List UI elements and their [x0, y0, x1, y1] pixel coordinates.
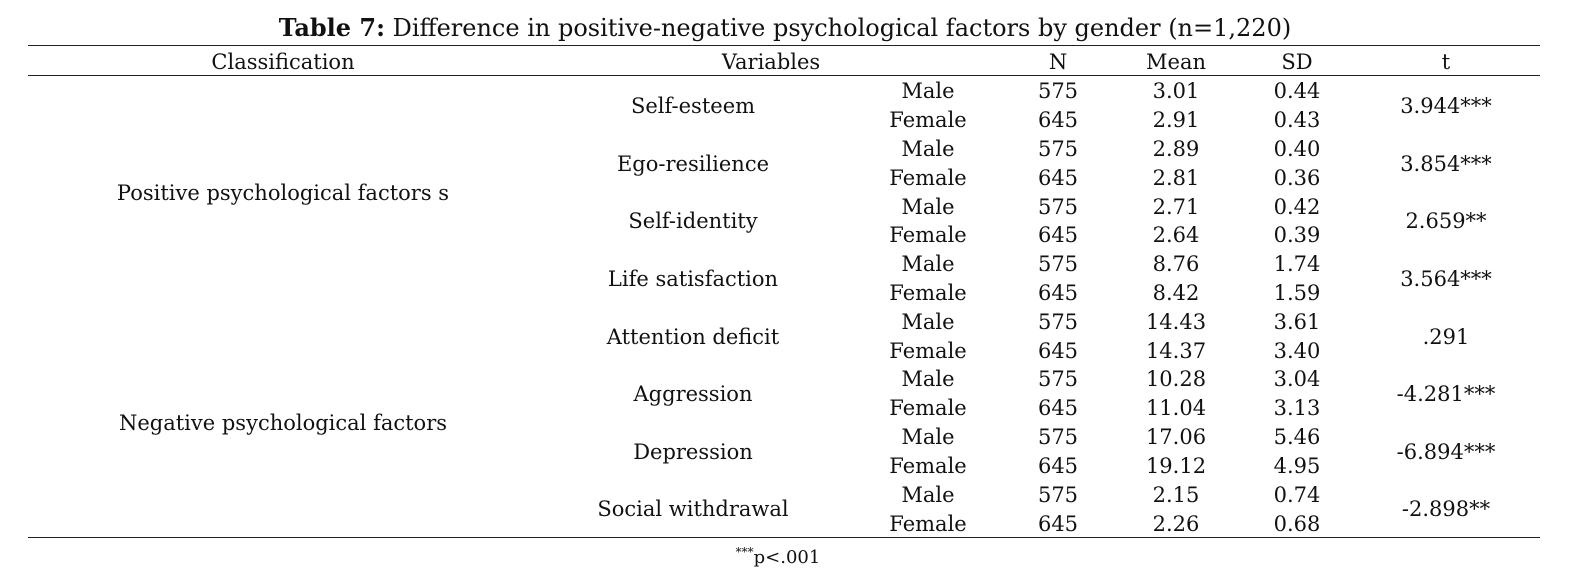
gender-cell: Male: [901, 252, 955, 276]
mean-cell: 2.26: [1152, 512, 1200, 536]
t-value: 3.564***: [1400, 267, 1492, 291]
header-n: N: [1048, 50, 1068, 74]
footnote-stars: ***: [735, 545, 754, 559]
sd-cell: 1.59: [1273, 281, 1321, 305]
n-cell: 575: [1037, 252, 1079, 276]
gender-cell: Male: [901, 483, 955, 507]
sd-cell: 0.68: [1273, 512, 1321, 536]
mean-cell: 19.12: [1145, 454, 1207, 478]
mean-cell: 2.89: [1152, 137, 1200, 161]
gender-cell: Female: [889, 281, 967, 305]
table-top-rule: [28, 45, 1540, 46]
group-negative-label: Negative psychological factors: [118, 411, 448, 435]
variable-name: Social withdrawal: [597, 497, 789, 521]
mean-cell: 10.28: [1145, 367, 1207, 391]
gender-cell: Female: [889, 454, 967, 478]
variable-name: Self-esteem: [630, 94, 756, 118]
mean-cell: 3.01: [1152, 79, 1200, 103]
t-value: 3.854***: [1400, 152, 1492, 176]
header-mean: Mean: [1146, 50, 1206, 74]
gender-cell: Female: [889, 223, 967, 247]
gender-cell: Female: [889, 339, 967, 363]
header-sd: SD: [1281, 50, 1313, 74]
n-cell: 575: [1037, 367, 1079, 391]
gender-cell: Male: [901, 367, 955, 391]
table-header-rule: [28, 75, 1540, 76]
footnote-text: p<.001: [753, 547, 821, 568]
sd-cell: 5.46: [1273, 425, 1321, 449]
variable-name: Aggression: [633, 382, 753, 406]
table-number: Table 7:: [278, 13, 385, 42]
gender-cell: Female: [889, 166, 967, 190]
table-bottom-rule: [28, 537, 1540, 538]
n-cell: 645: [1037, 512, 1079, 536]
sd-cell: 4.95: [1273, 454, 1321, 478]
n-cell: 645: [1037, 223, 1079, 247]
mean-cell: 2.71: [1152, 195, 1200, 219]
t-value: -4.281***: [1396, 382, 1496, 406]
n-cell: 575: [1037, 425, 1079, 449]
gender-cell: Female: [889, 396, 967, 420]
variable-name: Ego-resilience: [616, 152, 770, 176]
mean-cell: 2.15: [1152, 483, 1200, 507]
n-cell: 645: [1037, 339, 1079, 363]
gender-cell: Male: [901, 310, 955, 334]
header-classification: Classification: [211, 50, 355, 74]
header-variables: Variables: [721, 50, 821, 74]
sd-cell: 3.04: [1273, 367, 1321, 391]
mean-cell: 8.76: [1152, 252, 1200, 276]
n-cell: 575: [1037, 79, 1079, 103]
mean-cell: 11.04: [1145, 396, 1207, 420]
n-cell: 645: [1037, 108, 1079, 132]
table-caption: Table 7: Difference in positive-negative…: [0, 11, 1570, 45]
n-cell: 645: [1037, 396, 1079, 420]
mean-cell: 2.91: [1152, 108, 1200, 132]
sd-cell: 3.61: [1273, 310, 1321, 334]
sd-cell: 0.39: [1273, 223, 1321, 247]
gender-cell: Female: [889, 108, 967, 132]
n-cell: 575: [1037, 483, 1079, 507]
t-value: -2.898**: [1401, 497, 1491, 521]
mean-cell: 14.37: [1145, 339, 1207, 363]
gender-cell: Female: [889, 512, 967, 536]
mean-cell: 8.42: [1152, 281, 1200, 305]
gender-cell: Male: [901, 195, 955, 219]
sd-cell: 0.42: [1273, 195, 1321, 219]
gender-cell: Male: [901, 79, 955, 103]
sd-cell: 3.13: [1273, 396, 1321, 420]
variable-name: Life satisfaction: [607, 267, 779, 291]
mean-cell: 17.06: [1145, 425, 1207, 449]
sd-cell: 0.74: [1273, 483, 1321, 507]
t-value: -6.894***: [1396, 440, 1496, 464]
sd-cell: 0.43: [1273, 108, 1321, 132]
mean-cell: 2.81: [1152, 166, 1200, 190]
gender-cell: Male: [901, 137, 955, 161]
sd-cell: 0.44: [1273, 79, 1321, 103]
n-cell: 645: [1037, 166, 1079, 190]
variable-name: Attention deficit: [606, 325, 780, 349]
sd-cell: 0.40: [1273, 137, 1321, 161]
variable-name: Depression: [633, 440, 753, 464]
table-title: Difference in positive-negative psycholo…: [392, 14, 1292, 42]
sd-cell: 1.74: [1273, 252, 1321, 276]
sd-cell: 0.36: [1273, 166, 1321, 190]
t-value: .291: [1422, 325, 1470, 349]
n-cell: 645: [1037, 454, 1079, 478]
table-footnote: ***p<.001: [736, 541, 821, 569]
header-t: t: [1441, 50, 1451, 74]
variable-name: Self-identity: [628, 209, 758, 233]
mean-cell: 2.64: [1152, 223, 1200, 247]
n-cell: 575: [1037, 137, 1079, 161]
n-cell: 645: [1037, 281, 1079, 305]
n-cell: 575: [1037, 195, 1079, 219]
gender-cell: Male: [901, 425, 955, 449]
t-value: 2.659**: [1405, 209, 1487, 233]
group-positive-label: Positive psychological factors s: [116, 181, 450, 205]
n-cell: 575: [1037, 310, 1079, 334]
mean-cell: 14.43: [1145, 310, 1207, 334]
sd-cell: 3.40: [1273, 339, 1321, 363]
t-value: 3.944***: [1400, 94, 1492, 118]
